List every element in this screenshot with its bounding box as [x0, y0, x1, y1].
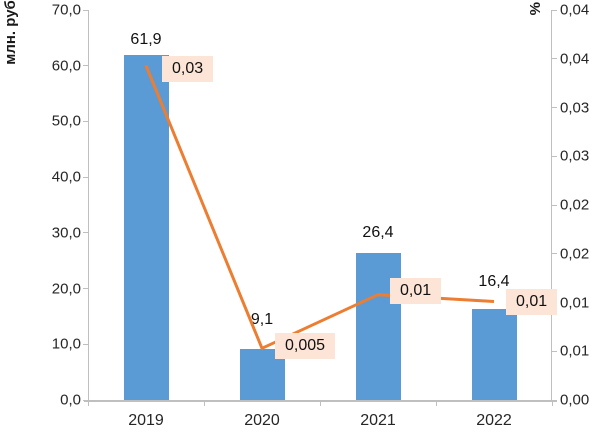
category-label: 2021 [360, 412, 396, 429]
bar-data-label: 26,4 [362, 223, 394, 241]
x-axis-tick-mark [436, 400, 437, 406]
left-axis-tick-label: 30,0 [51, 224, 81, 242]
right-axis-tick-label: 0,02 [560, 245, 590, 263]
left-axis-tick-mark [83, 232, 88, 234]
category-label: 2020 [244, 412, 280, 429]
right-axis-tick-label: 0,03 [560, 99, 590, 116]
bar-data-label: 9,1 [250, 311, 274, 329]
right-axis-tick-mark [552, 155, 557, 157]
bar [355, 252, 401, 400]
category-label: 2019 [128, 412, 164, 429]
right-axis-tick-label: 0,04 [560, 1, 590, 19]
left-axis-tick-label: 60,0 [51, 57, 81, 75]
left-axis-tick-mark [83, 288, 88, 290]
right-axis-tick-mark [552, 107, 557, 108]
bar-data-label: 61,9 [130, 31, 162, 49]
x-axis-tick-mark [552, 400, 553, 406]
right-axis-tick-mark [552, 9, 557, 11]
right-axis-tick-mark [552, 58, 557, 60]
line-path [144, 65, 495, 350]
left-axis-tick-label: 10,0 [51, 335, 81, 353]
right-axis-tick-mark [552, 350, 557, 352]
right-axis-tick-mark [552, 399, 557, 401]
left-axis-line [88, 10, 89, 400]
left-axis-tick-label: 0,0 [60, 391, 81, 409]
left-axis-tick-mark [83, 399, 88, 401]
bar [123, 55, 169, 400]
bar-data-label: 16,4 [478, 272, 510, 290]
left-axis-tick-label: 40,0 [51, 168, 81, 186]
left-axis-title: млн. руб. [2, 0, 19, 65]
right-axis-tick-label: 0,04 [560, 50, 590, 68]
x-axis-tick-mark [320, 400, 321, 406]
right-axis-tick-label: 0,00 [560, 391, 590, 409]
left-axis-tick-mark [83, 120, 88, 122]
left-axis-tick-mark [83, 65, 88, 67]
left-axis-tick-mark [83, 9, 88, 11]
x-axis-tick-mark [88, 400, 89, 406]
line-data-label: 0,01 [390, 277, 442, 304]
right-axis-tick-mark [552, 253, 557, 255]
line-data-label: 0,01 [506, 288, 558, 315]
right-axis-tick-label: 0,03 [560, 147, 590, 165]
right-axis-tick-label: 0,02 [560, 196, 590, 214]
line-data-label: 0,03 [162, 55, 214, 82]
right-axis-tick-label: 0,01 [560, 342, 590, 360]
left-axis-tick-label: 20,0 [51, 280, 81, 298]
line-data-label: 0,005 [275, 333, 336, 360]
left-axis-tick-label: 70,0 [51, 1, 81, 19]
left-axis-tick-mark [83, 343, 88, 345]
right-axis-tick-mark [552, 204, 557, 206]
right-axis-title: % [527, 2, 544, 16]
right-axis-line [551, 10, 552, 400]
left-axis-tick-label: 50,0 [51, 112, 81, 130]
bar [471, 308, 517, 400]
x-axis-tick-mark [204, 400, 205, 406]
left-axis-tick-mark [83, 176, 88, 178]
category-label: 2022 [476, 412, 512, 429]
right-axis-tick-label: 0,01 [560, 294, 590, 311]
